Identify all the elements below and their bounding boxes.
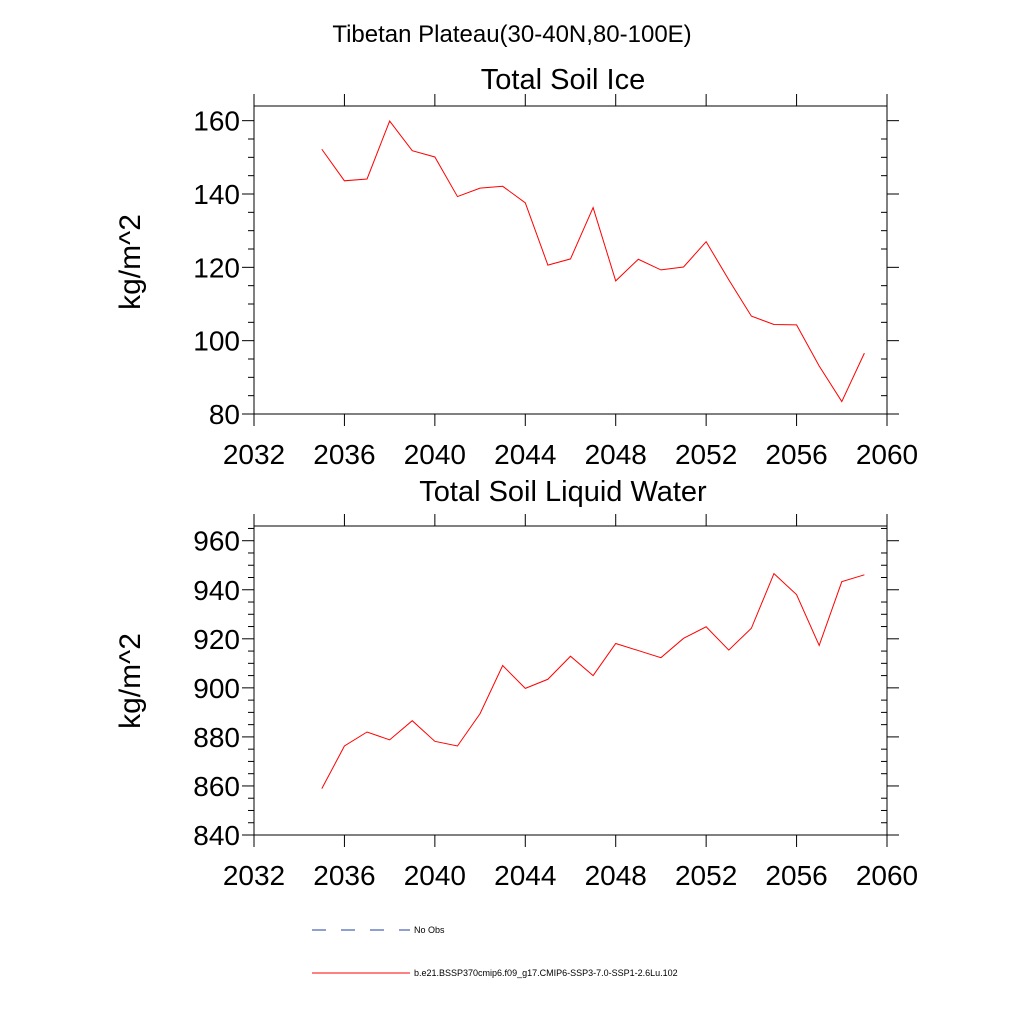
panel-soil-liquid-water-xtick-label: 2036: [313, 860, 375, 891]
panel-soil-ice-ytick-label: 140: [193, 179, 240, 210]
panel-soil-ice-xtick-label: 2044: [494, 439, 556, 470]
panel-soil-ice-ticks: [242, 94, 899, 426]
panel-soil-ice-xtick-label: 2048: [585, 439, 647, 470]
panel-soil-liquid-water-frame: [253, 525, 888, 836]
panel-soil-liquid-water-ytick-label: 920: [193, 624, 240, 655]
legend-item-no-obs: No Obs: [312, 925, 445, 935]
panel-soil-liquid-water-ytick-label: 880: [193, 722, 240, 753]
panel-soil-liquid-water-ytick-label: 940: [193, 575, 240, 606]
panel-soil-ice: Total Soil Ice kg/m^2 2032 2036 2040 2044 20…: [114, 64, 918, 470]
panel-soil-ice-xtick-label: 2052: [675, 439, 737, 470]
panel-soil-ice-xtick-label: 2060: [856, 439, 918, 470]
panel-soil-liquid-water-xtick-label: 2052: [675, 860, 737, 891]
panel-soil-ice-tick-labels: 2032 2036 2040 2044 2048 2052 2056 2060 80 100 120…: [193, 106, 918, 470]
panel-soil-liquid-water-xtick-label: 2048: [585, 860, 647, 891]
legend: No Obs b.e21.BSSP370cmip6.f09_g17.CMIP6-…: [312, 925, 678, 978]
panel-soil-liquid-water: Total Soil Liquid Water kg/m^2 2032 2036 2…: [114, 476, 918, 891]
panel-soil-liquid-water-ytick-label: 840: [193, 820, 240, 851]
panel-soil-liquid-water-tick-labels: 2032 2036 2040 2044 2048 2052 2056 2060 840 860 88…: [193, 526, 918, 891]
panel-soil-liquid-water-xtick-label: 2032: [223, 860, 285, 891]
panel-soil-ice-series-line: [321, 120, 865, 403]
main-title: Tibetan Plateau(30-40N,80-100E): [332, 21, 691, 48]
panel-soil-ice-ylabel: kg/m^2: [114, 214, 147, 310]
panel-soil-liquid-water-xtick-label: 2060: [856, 860, 918, 891]
panel-soil-liquid-water-ytick-label: 860: [193, 771, 240, 802]
panel-soil-ice-xtick-label: 2036: [313, 439, 375, 470]
panel-soil-ice-ytick-label: 100: [193, 326, 240, 357]
legend-label-model-run: b.e21.BSSP370cmip6.f09_g17.CMIP6-SSP3-7.…: [414, 968, 678, 978]
legend-label-no-obs: No Obs: [414, 925, 445, 935]
panel-soil-ice-ytick-label: 80: [209, 399, 240, 430]
panel-soil-liquid-water-ytick-label: 900: [193, 673, 240, 704]
panel-soil-ice-xtick-label: 2056: [765, 439, 827, 470]
panel-soil-ice-ytick-label: 160: [193, 106, 240, 137]
panel-soil-liquid-water-xtick-label: 2044: [494, 860, 556, 891]
panel-soil-liquid-water-ticks: [242, 514, 899, 847]
panel-soil-ice-xtick-label: 2032: [223, 439, 285, 470]
panel-soil-ice-xtick-label: 2040: [404, 439, 466, 470]
panel-soil-ice-frame: [253, 105, 888, 415]
panel-soil-liquid-water-ylabel: kg/m^2: [114, 633, 147, 729]
legend-item-model-run: b.e21.BSSP370cmip6.f09_g17.CMIP6-SSP3-7.…: [312, 968, 678, 978]
panel-soil-liquid-water-xtick-label: 2056: [765, 860, 827, 891]
panel-soil-ice-ytick-label: 120: [193, 252, 240, 283]
panel-soil-ice-title: Total Soil Ice: [481, 64, 645, 96]
panel-soil-liquid-water-title: Total Soil Liquid Water: [419, 476, 707, 508]
panel-soil-liquid-water-xtick-label: 2040: [404, 860, 466, 891]
panel-soil-liquid-water-series-line: [321, 572, 865, 789]
panel-soil-liquid-water-ytick-label: 960: [193, 526, 240, 557]
